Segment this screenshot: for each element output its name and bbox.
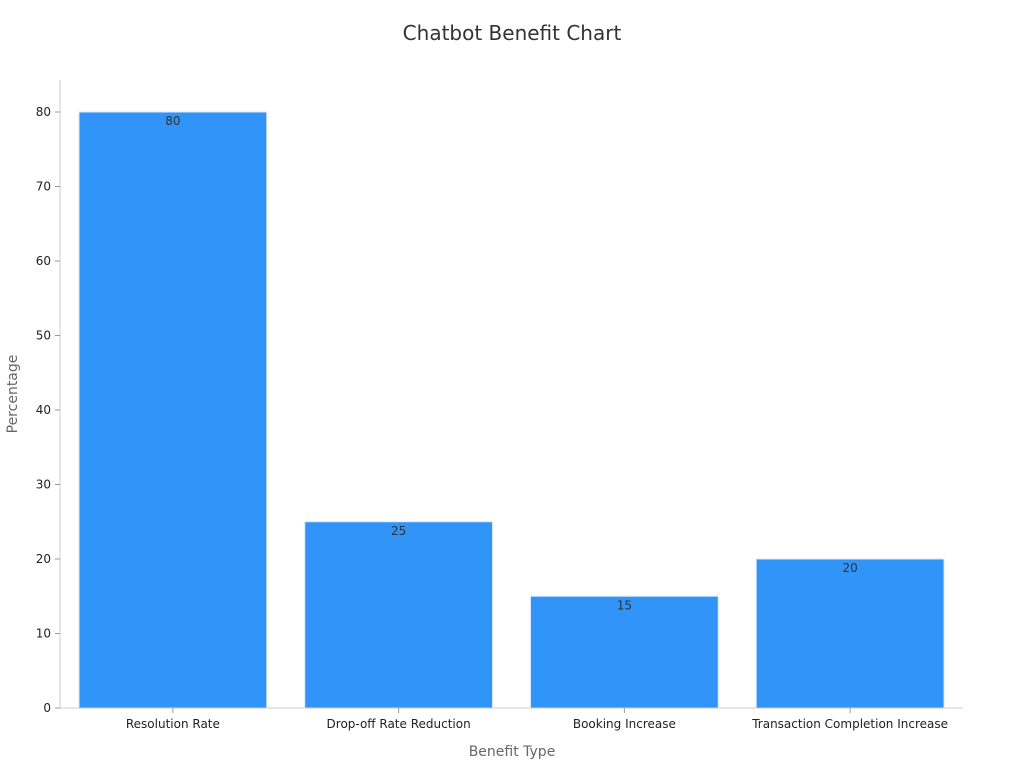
x-tick-label-drop-off-rate-reduction: Drop-off Rate Reduction [327,717,471,731]
data-labels-group: 80 25 15 20 [165,114,858,612]
data-label-resolution-rate: 80 [165,114,180,128]
x-axis-label: Benefit Type [469,744,556,760]
chart-title: Chatbot Benefit Chart [403,21,622,45]
y-tick-label-30: 30 [36,478,51,492]
data-label-booking-increase: 15 [617,598,632,612]
y-tick-label-80: 80 [36,105,51,119]
bar-booking-increase [530,595,719,709]
bar-transaction-completion-increase [755,558,945,709]
bars-group [78,111,945,709]
bar-resolution-rate [78,111,268,709]
y-tick-label-70: 70 [36,180,51,194]
y-axis-label: Percentage [5,355,21,434]
x-ticks-group: Resolution Rate Drop-off Rate Reduction Bo… [126,708,948,731]
y-tick-label-10: 10 [36,627,51,641]
y-tick-label-40: 40 [36,403,51,417]
data-label-transaction-completion-increase: 20 [842,561,857,575]
x-tick-label-transaction-completion-increase: Transaction Completion Increase [751,717,948,731]
y-tick-label-20: 20 [36,552,51,566]
data-label-drop-off-rate-reduction: 25 [391,524,406,538]
y-tick-label-60: 60 [36,254,51,268]
y-ticks-group: 0 10 20 30 40 50 60 70 80 [36,105,60,715]
x-tick-label-booking-increase: Booking Increase [573,717,676,731]
x-tick-label-resolution-rate: Resolution Rate [126,717,220,731]
bar-drop-off-rate-reduction [304,521,493,709]
y-tick-label-0: 0 [43,701,51,715]
y-tick-label-50: 50 [36,329,51,343]
